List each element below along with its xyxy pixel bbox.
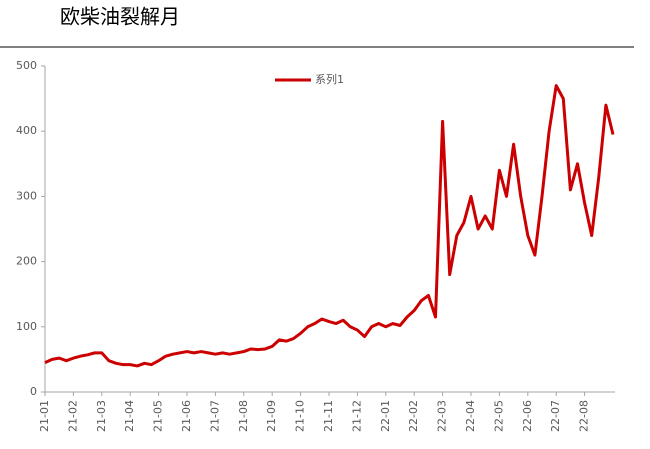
x-tick-label: 21-06 [180,400,193,432]
x-tick-label: 21-12 [350,400,363,432]
x-tick-label: 21-01 [38,400,51,432]
x-tick-label: 21-09 [265,400,278,432]
y-tick-label: 100 [16,320,37,333]
x-tick-label: 22-03 [436,400,449,432]
x-tick-label: 22-01 [379,400,392,432]
x-tick-label: 22-08 [578,400,591,432]
x-tick-label: 21-08 [237,400,250,432]
x-tick-label: 22-07 [549,400,562,432]
y-tick-label: 400 [16,124,37,137]
x-tick-label: 21-07 [208,400,221,432]
x-tick-label: 21-10 [294,400,307,432]
y-tick-label: 200 [16,255,37,268]
x-tick-label: 22-04 [464,400,477,432]
x-tick-label: 21-03 [95,400,108,432]
x-tick-label: 21-02 [66,400,79,432]
chart-title: 欧柴油裂解月 [60,5,180,29]
y-tick-label: 500 [16,59,37,72]
x-tick-label: 22-05 [492,400,505,432]
x-tick-label: 22-06 [521,400,534,432]
x-tick-label: 21-04 [123,400,136,432]
y-tick-label: 300 [16,189,37,202]
legend-label: 系列1 [315,72,344,86]
x-tick-label: 21-05 [152,400,165,432]
series-line [44,84,615,368]
x-tick-label: 21-11 [322,400,335,432]
x-tick-label: 22-02 [407,400,420,432]
y-tick-label: 0 [30,385,37,398]
